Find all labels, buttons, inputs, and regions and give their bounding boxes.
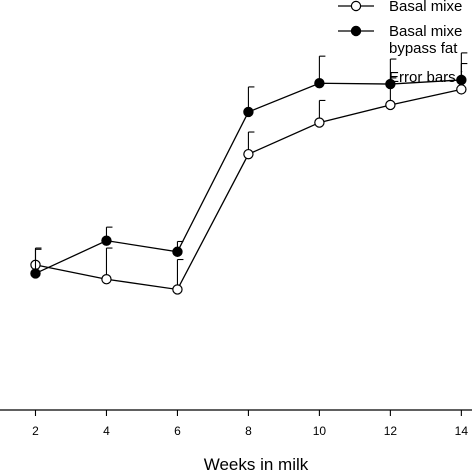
x-tick-label-2: 6 xyxy=(174,424,181,438)
x-tick-label-3: 8 xyxy=(245,424,252,438)
point-1-2 xyxy=(172,246,183,257)
legend-marker-0 xyxy=(350,0,362,12)
point-1-1 xyxy=(101,235,112,246)
legend-annotation: Error bars i xyxy=(389,69,463,86)
x-tick-label-5: 12 xyxy=(384,424,398,438)
point-0-5 xyxy=(385,99,396,111)
x-tick-label-1: 4 xyxy=(103,424,110,438)
x-tick-label-6: 14 xyxy=(455,424,469,438)
legend-label-0: Basal mixe xyxy=(389,0,462,15)
point-1-4 xyxy=(314,78,325,89)
legend-label-1: Basal mixe xyxy=(389,23,462,40)
series-line-0 xyxy=(35,88,462,291)
x-tick-label-0: 2 xyxy=(32,424,39,438)
x-axis-label: Weeks in milk xyxy=(204,455,309,474)
series-1 xyxy=(30,52,468,279)
point-0-3 xyxy=(243,148,254,160)
point-0-6 xyxy=(456,84,467,95)
point-1-0 xyxy=(30,268,41,279)
x-tick-label-4: 10 xyxy=(313,424,327,438)
series-0 xyxy=(30,62,468,295)
legend-marker-1 xyxy=(350,25,362,37)
legend: Basal mixe Basal mixe bypass fat Error b… xyxy=(338,0,463,86)
point-0-4 xyxy=(314,117,325,128)
point-1-5 xyxy=(385,78,396,90)
point-0-2 xyxy=(172,284,183,295)
series-layer xyxy=(30,52,468,295)
point-1-6 xyxy=(456,74,467,86)
legend-label-1-line2: bypass fat xyxy=(389,40,458,57)
point-0-1 xyxy=(101,274,112,285)
x-ticks: 2 4 6 8 10 12 14 xyxy=(32,410,468,438)
point-1-3 xyxy=(243,106,254,118)
